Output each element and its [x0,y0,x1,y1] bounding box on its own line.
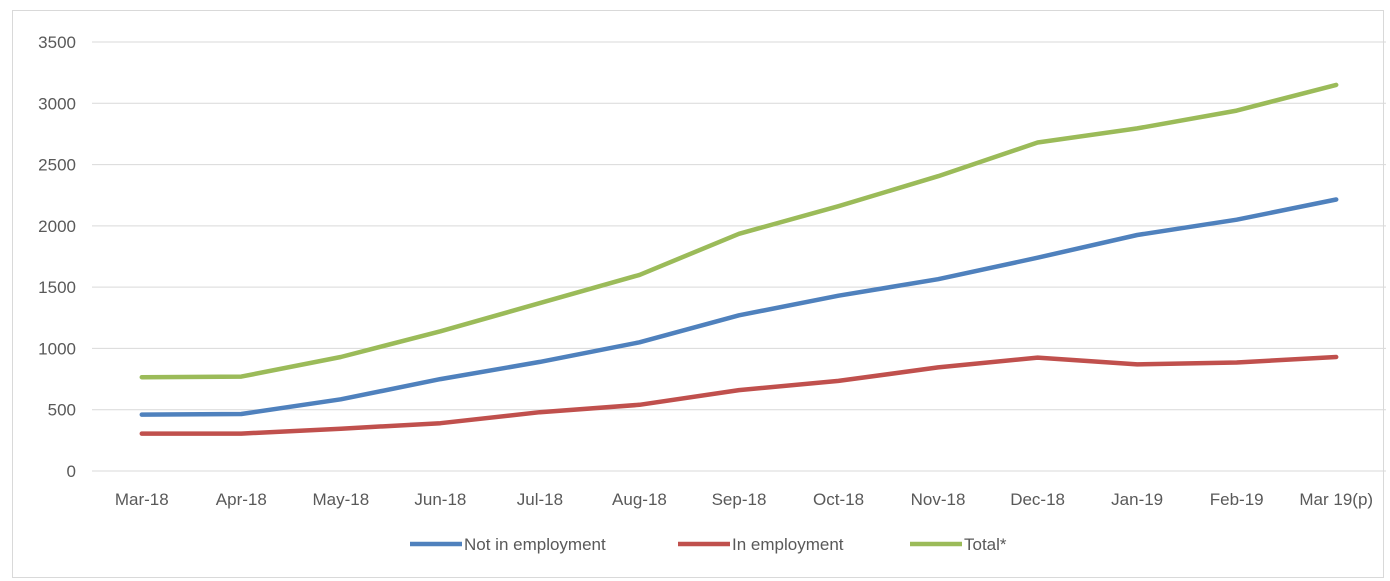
x-tick-label: Jan-19 [1111,490,1163,509]
x-tick-label: Apr-18 [216,490,267,509]
x-tick-label: Mar-18 [115,490,169,509]
x-tick-label: Nov-18 [911,490,966,509]
y-tick-label: 1000 [38,339,76,358]
series-lines [139,82,1339,436]
x-tick-label: Sep-18 [712,490,767,509]
x-tick-label: Aug-18 [612,490,667,509]
x-tick-label: Oct-18 [813,490,864,509]
y-tick-label: 0 [67,462,76,481]
y-tick-label: 2500 [38,156,76,175]
legend-label: Not in employment [464,535,606,554]
gridlines [92,41,1386,472]
legend-label: In employment [732,535,844,554]
x-tick-label: Dec-18 [1010,490,1065,509]
y-tick-label: 500 [48,401,76,420]
y-tick-label: 3500 [38,33,76,52]
chart-frame [12,10,1384,578]
y-tick-label: 2000 [38,217,76,236]
x-tick-label: Jun-18 [414,490,466,509]
series-line-2 [139,354,1339,436]
legend: Not in employment In employment Total* [410,535,1007,554]
x-tick-label: Feb-19 [1210,490,1264,509]
x-axis-tick-labels: Mar-18 Apr-18 May-18 Jun-18 Jul-18 Aug-18 Sep-… [115,490,1373,509]
y-axis-tick-labels: 0 500 1000 1500 2000 2500 3000 3500 [38,33,76,481]
legend-label: Total* [964,535,1007,554]
x-tick-label: May-18 [313,490,370,509]
series-line-1 [139,197,1339,417]
series-line-3 [139,82,1339,380]
x-tick-label: Mar 19(p) [1299,490,1373,509]
y-tick-label: 1500 [38,278,76,297]
y-tick-label: 3000 [38,94,76,113]
x-tick-label: Jul-18 [517,490,563,509]
